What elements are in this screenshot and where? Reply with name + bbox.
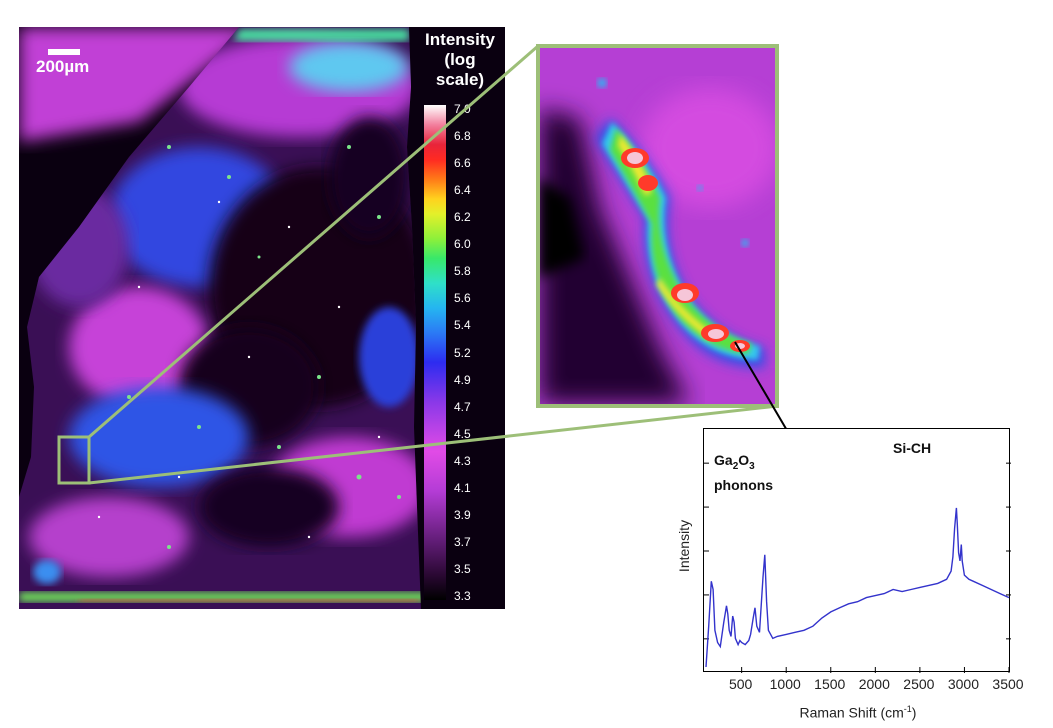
x-tick-label: 2500 [903, 676, 935, 692]
colorbar-tick-label: 3.9 [454, 507, 471, 522]
x-tick-label: 500 [728, 676, 753, 692]
colorbar-tick-label: 7.0 [454, 102, 471, 116]
colorbar-title-line: (log [444, 50, 476, 69]
spectrum-series-line [705, 507, 1010, 668]
x-tick-label: 3000 [947, 676, 980, 692]
colorbar-tick-label: 4.7 [454, 399, 471, 414]
ann-phonons: phonons [714, 476, 774, 493]
colorbar-tick-label: 4.9 [454, 372, 471, 387]
ga2o3-phonons-annotation: Ga2O3 phonons [714, 451, 773, 494]
zoom-region-box [57, 435, 91, 485]
colorbar-tick-label: 5.4 [454, 318, 471, 333]
x-tick-label: 1000 [769, 676, 801, 692]
colorbar-tick-label: 6.6 [454, 156, 471, 171]
colorbar-tick-label: 3.5 [454, 561, 471, 576]
y-axis-title: Intensity [676, 519, 692, 573]
colorbar-tick-label: 3.7 [454, 534, 471, 549]
ann-o: O [738, 452, 750, 468]
zoom-connector-line-top [88, 44, 539, 439]
x-ticks [741, 667, 1010, 673]
colorbar-tick-label: 6.2 [454, 210, 471, 225]
colorbar-title: Intensity (log scale) [417, 30, 503, 90]
colorbar-tick-label: 6.0 [454, 237, 471, 252]
colorbar-tick-label: 6.4 [454, 183, 471, 198]
colorbar-title-line: Intensity [425, 30, 495, 49]
colorbar-tick-label: 5.6 [454, 291, 471, 306]
intensity-colorbar [424, 105, 446, 600]
x-tick-label: 2000 [858, 676, 890, 692]
colorbar-tick-label: 4.1 [454, 480, 471, 495]
raman-intensity-map: 200µm Intensity (log scale) 7.0 6.8 6.6 6.4… [19, 27, 505, 609]
zoomed-map-inset [536, 44, 779, 408]
colorbar-title-line: scale) [435, 70, 485, 89]
x-tick-label: 3500 [992, 676, 1024, 692]
zoom-connector-line-bottom [88, 404, 779, 485]
scale-bar-label: 200µm [36, 57, 90, 76]
si-ch-annotation: Si-CH [893, 440, 932, 456]
ann-sub-3: 3 [749, 460, 755, 472]
x-axis-title: Raman Shift (cm-1) [799, 704, 917, 721]
colorbar-tick-label: 4.5 [454, 426, 471, 441]
x-tick-label: 1500 [814, 676, 846, 692]
ann-ga: Ga [714, 452, 733, 468]
colorbar-tick-label: 6.8 [454, 129, 471, 144]
colorbar-tick-label: 5.2 [454, 345, 471, 360]
spectrum-plot [704, 462, 1011, 673]
ann-sub-2: 2 [732, 460, 739, 472]
raman-spectrum-chart: Ga2O3 phonons Si-CH [703, 428, 1011, 673]
spectrum-pointer-arrow [734, 341, 798, 448]
colorbar-tick-label: 5.8 [454, 264, 471, 279]
scale-bar [48, 49, 80, 55]
colorbar-tick-label: 4.3 [454, 453, 471, 468]
colorbar-tick-label: 3.3 [454, 589, 471, 603]
